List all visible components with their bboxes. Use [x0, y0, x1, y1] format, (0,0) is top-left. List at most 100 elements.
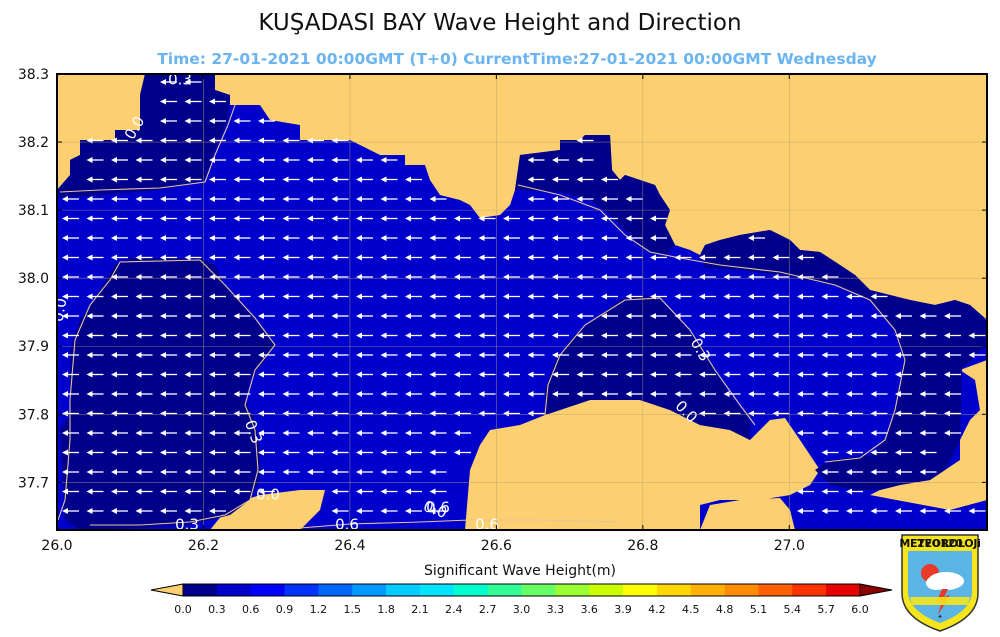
wave-arrow — [650, 371, 667, 378]
wave-arrow — [86, 430, 104, 436]
wave-arrow — [503, 313, 520, 319]
wave-arrow — [380, 176, 398, 183]
wave-arrow — [160, 371, 177, 378]
wave-arrow — [258, 235, 275, 241]
wave-arrow — [527, 235, 545, 241]
wave-arrow — [86, 293, 104, 300]
wave-arrow — [870, 352, 888, 358]
colorbar-tick-label: 5.4 — [784, 603, 802, 616]
wave-arrow — [748, 293, 765, 300]
logo-text: METEOROLOJi — [899, 537, 981, 550]
wave-arrow — [405, 313, 422, 319]
wave-arrow — [870, 391, 888, 397]
wave-arrow — [307, 410, 324, 417]
wave-arrow — [821, 293, 839, 300]
wave-arrow — [380, 215, 398, 222]
wave-arrow — [968, 332, 986, 339]
x-tick-label: 27.0 — [774, 538, 805, 554]
wave-arrow — [331, 157, 349, 163]
wave-arrow — [846, 293, 863, 300]
wave-arrow — [380, 235, 398, 241]
wave-arrow — [209, 254, 226, 261]
colorbar-tick-label: 2.7 — [479, 603, 497, 616]
wave-arrow — [552, 371, 569, 378]
wave-arrow — [552, 235, 569, 241]
sea-region — [57, 74, 987, 530]
wave-arrow — [307, 391, 324, 397]
wave-arrow — [601, 332, 618, 339]
wave-arrow — [160, 235, 177, 241]
wave-arrow — [503, 215, 520, 222]
arrow-layer — [62, 79, 986, 514]
wave-arrow — [86, 332, 104, 339]
wave-arrow — [111, 157, 128, 163]
colorbar-tick-label: 3.3 — [547, 603, 565, 616]
wave-arrow — [527, 254, 545, 261]
wave-arrow — [184, 332, 202, 339]
wave-arrow — [62, 469, 79, 475]
wave-arrow — [429, 313, 447, 319]
wave-arrow — [870, 293, 888, 300]
wave-arrow — [356, 410, 373, 417]
wave-arrow — [356, 274, 373, 280]
wave-arrow — [919, 469, 937, 475]
wave-arrow — [135, 274, 153, 280]
wave-arrow — [527, 196, 545, 202]
wave-arrow — [209, 196, 226, 202]
wave-arrow — [331, 215, 349, 222]
wave-arrow — [699, 371, 716, 378]
wave-arrow — [919, 449, 937, 456]
wave-arrow — [380, 508, 398, 514]
wave-arrow — [233, 293, 251, 300]
wave-arrow — [748, 235, 765, 241]
wave-arrow — [380, 293, 398, 300]
wave-arrow — [429, 196, 447, 202]
wave-arrow — [258, 313, 275, 319]
wave-arrow — [160, 293, 177, 300]
wave-arrow — [405, 254, 422, 261]
wave-arrow — [331, 371, 349, 378]
wave-arrow — [454, 449, 471, 456]
colorbar-segment — [555, 584, 590, 596]
wave-arrow — [576, 371, 594, 378]
wave-arrow — [184, 235, 202, 241]
wave-arrow — [282, 449, 300, 456]
wave-arrow — [356, 293, 373, 300]
wave-arrow — [209, 469, 226, 475]
colorbar-segment — [352, 584, 387, 596]
wave-arrow — [160, 98, 177, 105]
wave-arrow — [356, 352, 373, 358]
wave-arrow — [86, 176, 104, 183]
wave-arrow — [184, 98, 202, 105]
wave-arrow — [135, 196, 153, 202]
wave-arrow — [699, 410, 716, 417]
colorbar-frame — [182, 583, 861, 597]
sea-region — [700, 230, 987, 490]
wave-arrow — [429, 449, 447, 456]
y-tick-label: 37.7 — [18, 475, 49, 491]
wave-arrow — [307, 313, 324, 319]
wave-arrow — [478, 313, 496, 319]
wave-arrow — [184, 391, 202, 397]
wave-arrow — [650, 313, 667, 319]
wave-arrow — [209, 118, 226, 124]
wave-arrow — [380, 371, 398, 378]
wave-arrow — [62, 391, 79, 397]
wave-arrow — [135, 313, 153, 319]
wave-arrow — [184, 79, 202, 85]
chart-title: KUŞADASI BAY Wave Height and Direction — [258, 10, 742, 36]
wave-arrow — [356, 254, 373, 261]
wave-arrow — [233, 196, 251, 202]
colorbar-tick-label: 5.7 — [817, 603, 835, 616]
wave-arrow — [699, 332, 716, 339]
wave-arrow — [111, 196, 128, 202]
wave-arrow — [160, 157, 177, 163]
x-tick-label: 26.2 — [188, 538, 219, 554]
wave-arrow — [797, 391, 814, 397]
colorbar-tick-label: 5.1 — [750, 603, 768, 616]
wave-arrow — [160, 410, 177, 417]
colorbar-tick-label: 3.0 — [513, 603, 531, 616]
wave-arrow — [209, 332, 226, 339]
colorbar-tick-label: 3.6 — [580, 603, 598, 616]
wave-arrow — [86, 449, 104, 456]
